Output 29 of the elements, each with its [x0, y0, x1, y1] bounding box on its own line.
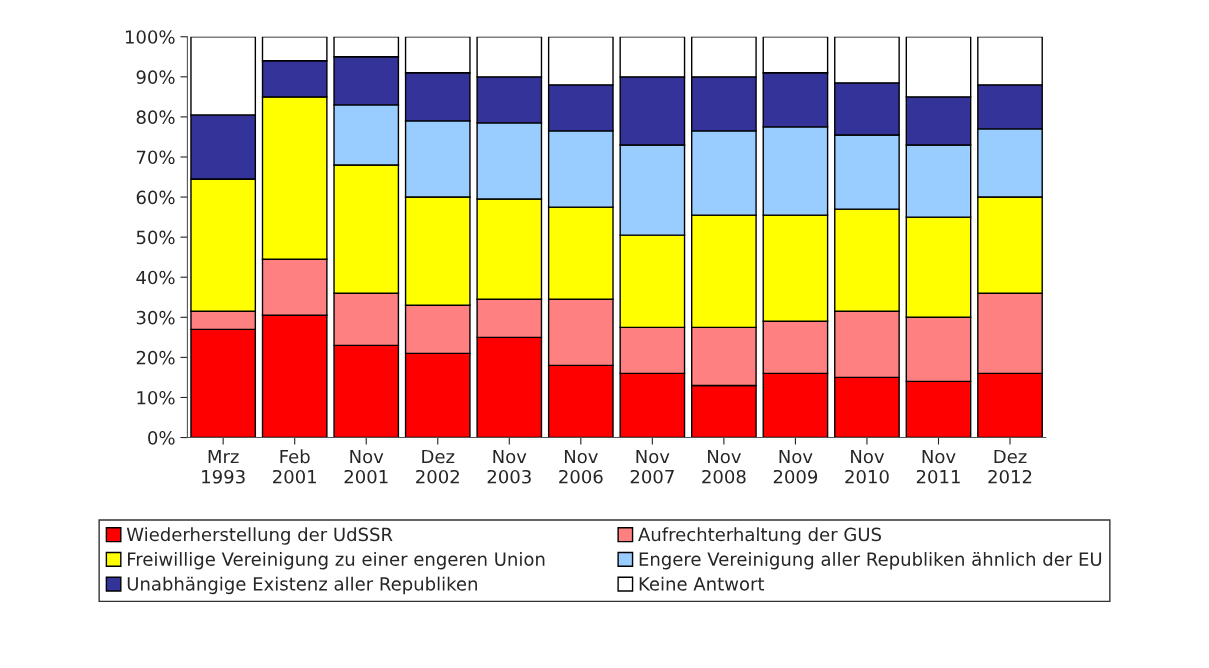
legend-label: Freiwillige Vereinigung zu einer engeren Union [128, 551, 545, 570]
y-tick-label: 40% [136, 270, 175, 285]
x-tick-label: Nov 2009 [773, 449, 818, 484]
y-tick-label: 0% [148, 431, 175, 445]
legend-label: Keine Antwort [639, 576, 765, 591]
x-tick-label: Dez 2012 [988, 449, 1032, 484]
y-tick-label: 100% [125, 30, 175, 44]
y-tick-label: 50% [136, 230, 175, 245]
x-tick-label: Nov 2010 [845, 449, 889, 484]
y-tick-label: 60% [136, 190, 175, 205]
legend-label: Aufrechterhaltung der GUS [638, 527, 882, 545]
legend-label: Engere Vereinigung aller Republiken ähnlich der EU [639, 551, 1102, 570]
x-tick-label: Feb 2001 [273, 449, 316, 484]
y-tick-label: 20% [136, 350, 175, 365]
legend-label: Wiederherstellung der UdSSR [126, 527, 393, 545]
y-tick-label: 30% [136, 310, 175, 325]
x-tick-label: Mrz 1993 [202, 449, 245, 484]
x-tick-label: Dez 2002 [416, 449, 459, 484]
x-tick-label: Nov 2011 [916, 449, 960, 484]
y-tick-label: 10% [137, 390, 175, 405]
x-tick-label: Nov 2001 [344, 449, 388, 484]
legend-label: Unabhängige Existenz aller Republiken [127, 576, 477, 595]
y-tick-label: 90% [136, 70, 175, 84]
x-tick-label: Nov 2007 [630, 449, 674, 484]
y-tick-label: 70% [136, 150, 175, 165]
x-tick-label: Nov 2008 [702, 449, 746, 484]
x-tick-label: Nov 2006 [559, 449, 603, 484]
x-tick-label: Nov 2003 [487, 449, 531, 484]
y-tick-label: 80% [136, 110, 175, 125]
